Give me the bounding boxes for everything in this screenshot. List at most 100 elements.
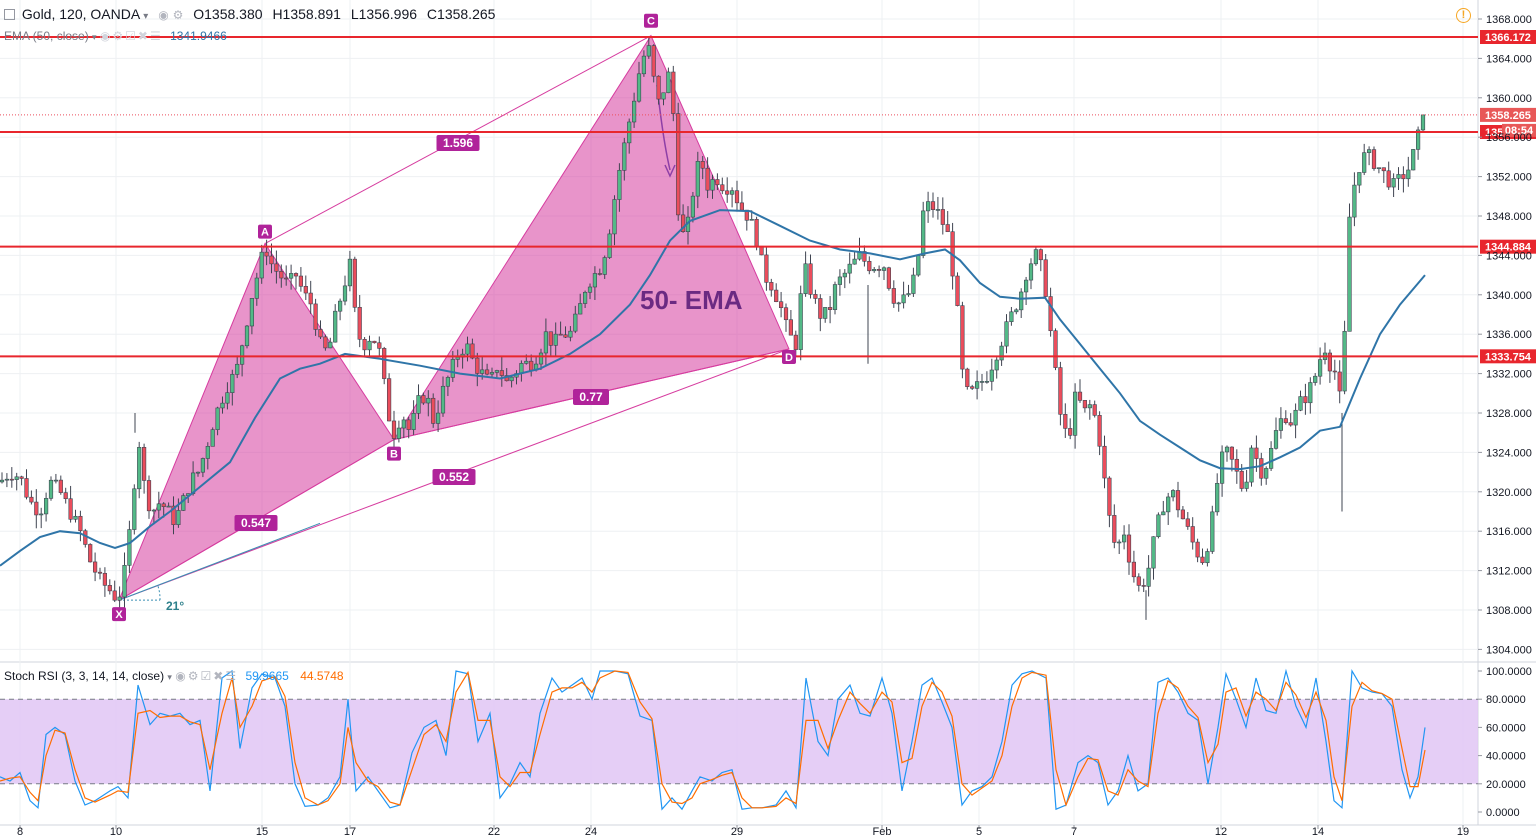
ema-legend: EMA (50, close) ▾ ◉⚙☑✖☰ 1341.9466 — [4, 29, 227, 43]
candle-up — [43, 498, 49, 515]
candle-down — [793, 334, 798, 350]
candle-up — [553, 333, 558, 346]
candle-up — [612, 199, 617, 235]
candle-down — [867, 260, 872, 272]
candle-down — [676, 113, 681, 216]
candle-down — [470, 343, 475, 359]
candle-up — [220, 402, 225, 409]
candle-up — [489, 372, 495, 375]
stoch-d-line[interactable] — [0, 670, 1426, 809]
candle-down — [362, 338, 367, 351]
price-tick-label: 1320.000 — [1486, 487, 1532, 499]
candle-up — [1028, 263, 1034, 281]
stoch-legend-label[interactable]: Stoch RSI (3, 3, 14, 14, close) — [4, 669, 165, 683]
candle-up — [200, 458, 206, 473]
candle-up — [1269, 448, 1274, 469]
price-tick-label: 1356.000 — [1486, 132, 1532, 144]
ema-legend-value: 1341.9466 — [170, 29, 227, 43]
candle-down — [1126, 534, 1132, 563]
candle-down — [142, 447, 147, 481]
candle-down — [754, 218, 759, 247]
candle-down — [146, 480, 152, 512]
time-tick-label: 29 — [731, 826, 743, 837]
candle-down — [382, 348, 387, 379]
collapse-icon[interactable] — [4, 8, 15, 20]
candle-up — [1244, 481, 1249, 489]
candle-up — [455, 356, 460, 360]
candle-up — [205, 446, 210, 459]
candle-down — [1097, 415, 1102, 447]
candle-down — [161, 503, 166, 507]
candle-up — [881, 267, 887, 271]
candle-up — [1308, 382, 1313, 404]
candle-down — [171, 505, 176, 525]
symbol-title[interactable]: Gold, 120, OANDA — [21, 6, 140, 22]
alert-icon[interactable]: ! — [1456, 8, 1471, 23]
candle-down — [1068, 428, 1073, 436]
candle-down — [1112, 515, 1117, 543]
candle-up — [235, 363, 240, 375]
candle-down — [1239, 470, 1244, 489]
candle-down — [1102, 445, 1107, 479]
stoch-tick-label: 80.0000 — [1486, 694, 1526, 706]
candle-down — [558, 333, 563, 336]
candle-up — [661, 92, 666, 100]
ema-legend-dropdown-icon[interactable]: ▾ — [92, 32, 97, 42]
candle-down — [1200, 556, 1205, 564]
candle-up — [524, 360, 529, 364]
ema-legend-label[interactable]: EMA (50, close) — [4, 29, 89, 43]
ema-legend-buttons[interactable]: ◉⚙☑✖☰ — [99, 29, 163, 43]
candle-down — [930, 201, 936, 210]
point-label-box — [387, 446, 401, 461]
candle-down — [1332, 370, 1337, 373]
ratio-label: 0.77 — [579, 390, 603, 404]
candle-up — [842, 272, 847, 278]
candle-up — [1117, 541, 1122, 544]
candle-down — [886, 267, 891, 289]
price-tick-label: 1348.000 — [1486, 211, 1532, 223]
candle-down — [58, 479, 63, 493]
last-price-label: 1358.265 — [1485, 110, 1531, 122]
candle-down — [597, 273, 602, 275]
candle-up — [1024, 279, 1029, 293]
ema-50-line[interactable] — [0, 209, 1426, 567]
candle-up — [538, 352, 544, 365]
eye-icon[interactable]: ◉ — [158, 8, 169, 22]
arrow-head — [664, 164, 676, 178]
time-tick-label: 17 — [344, 826, 356, 837]
candle-up — [445, 377, 451, 387]
candle-up — [48, 479, 54, 499]
candle-down — [303, 285, 308, 294]
candle-down — [788, 319, 793, 336]
candle-down — [529, 360, 534, 371]
candle-down — [308, 292, 313, 305]
candle-down — [1077, 391, 1083, 401]
candle-down — [1185, 518, 1190, 527]
candle-up — [646, 45, 651, 57]
candle-up — [636, 73, 642, 102]
candle-up — [1156, 514, 1161, 538]
candle-up — [156, 503, 161, 511]
stoch-tick-label: 60.0000 — [1486, 722, 1526, 734]
candle-up — [1273, 430, 1279, 449]
open-value: O1358.380 — [193, 6, 263, 22]
candle-down — [29, 496, 34, 503]
candle-down — [778, 301, 784, 309]
candle-down — [940, 209, 945, 225]
candle-down — [475, 357, 480, 374]
stoch-legend-dropdown-icon[interactable]: ▾ — [167, 672, 172, 682]
point-label: B — [390, 449, 398, 461]
candle-down — [818, 298, 823, 319]
candle-down — [1053, 330, 1058, 368]
price-tick-label: 1328.000 — [1486, 408, 1532, 420]
settings-icon[interactable]: ⚙ — [172, 8, 184, 22]
candle-up — [695, 161, 700, 197]
symbol-dropdown-icon[interactable]: ▾ — [143, 11, 149, 22]
candle-down — [862, 251, 867, 262]
candle-down — [279, 271, 284, 279]
candle-up — [1019, 291, 1024, 311]
stoch-legend-buttons[interactable]: ◉⚙☑✖☰ — [175, 669, 239, 683]
candle-up — [1293, 409, 1298, 426]
candle-down — [63, 492, 68, 500]
